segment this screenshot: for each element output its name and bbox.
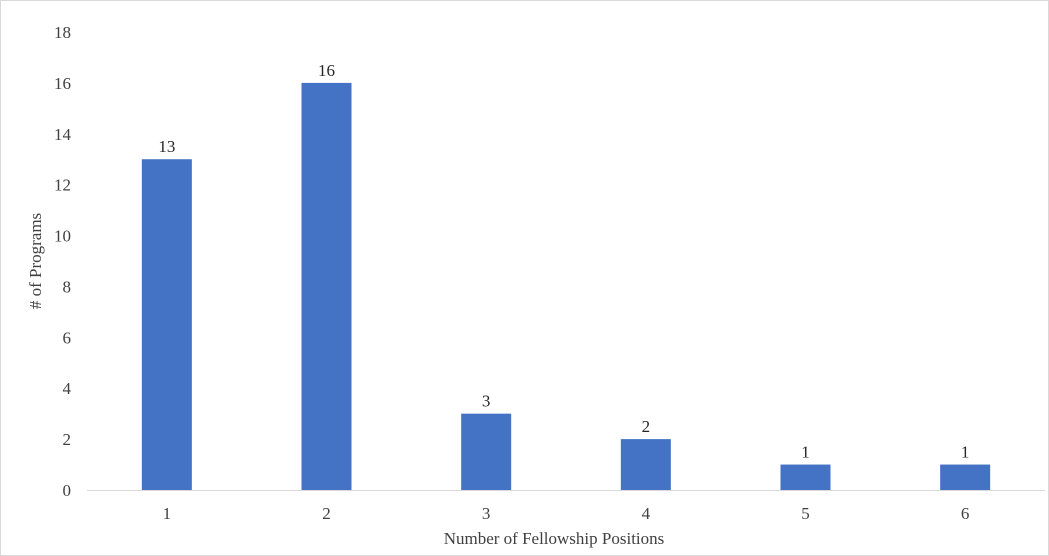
data-label: 13 [158, 137, 175, 156]
data-labels: 13 16 3 2 1 1 [158, 61, 969, 462]
y-tick-label: 18 [54, 23, 71, 42]
bar [620, 439, 671, 490]
y-tick-label: 6 [63, 328, 72, 347]
bar [301, 82, 352, 490]
x-tick-label: 4 [642, 504, 651, 523]
x-axis-ticks: 1 2 3 4 5 6 [163, 504, 970, 523]
bar [461, 413, 512, 490]
x-axis-title: Number of Fellowship Positions [444, 529, 665, 548]
bar [780, 464, 831, 490]
data-label: 1 [801, 443, 810, 462]
y-axis-title: # of Programs [26, 213, 45, 309]
y-tick-label: 8 [63, 277, 72, 296]
y-tick-label: 10 [54, 227, 71, 246]
y-tick-label: 16 [54, 74, 71, 93]
data-label: 3 [482, 392, 491, 411]
x-tick-label: 1 [163, 504, 172, 523]
y-axis-ticks: 0 2 4 6 8 10 12 14 16 18 [54, 23, 72, 500]
x-tick-label: 6 [961, 504, 970, 523]
bars [141, 82, 991, 490]
data-label: 16 [318, 61, 335, 80]
bar [940, 464, 991, 490]
data-label: 2 [642, 417, 651, 436]
bar [141, 159, 192, 490]
x-tick-label: 3 [482, 504, 491, 523]
x-tick-label: 2 [322, 504, 331, 523]
y-tick-label: 12 [54, 176, 71, 195]
x-tick-label: 5 [801, 504, 810, 523]
y-tick-label: 2 [63, 430, 72, 449]
data-label: 1 [961, 443, 970, 462]
y-tick-label: 4 [63, 379, 72, 398]
y-tick-label: 14 [54, 125, 72, 144]
y-tick-label: 0 [63, 481, 72, 500]
